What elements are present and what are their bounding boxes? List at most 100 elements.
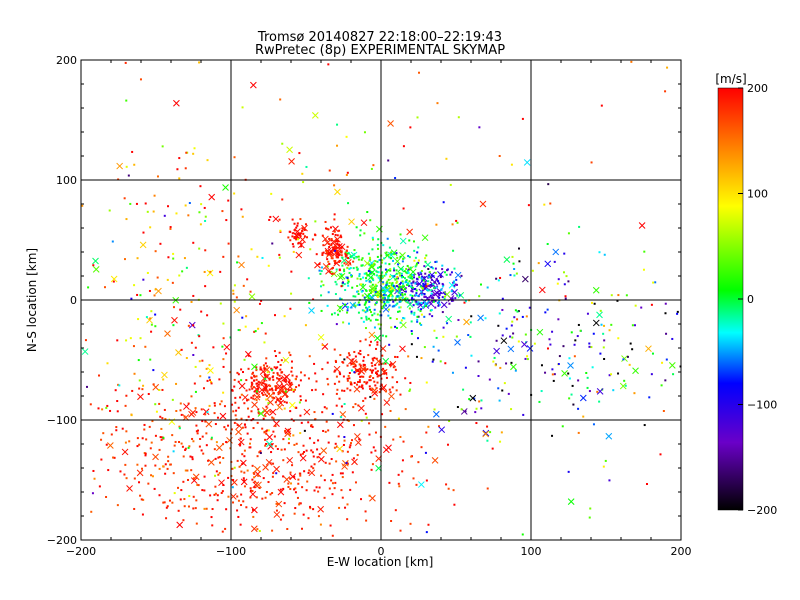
data-point-dot	[366, 368, 369, 371]
data-point-dot	[264, 393, 267, 396]
data-point-dot	[308, 301, 311, 304]
data-point-dot	[184, 447, 187, 450]
data-point-cross	[222, 184, 229, 191]
data-point-dot	[163, 214, 166, 217]
data-point-dot	[299, 218, 302, 221]
data-point-dot	[172, 324, 175, 327]
data-point-dot	[246, 469, 249, 472]
data-point-dot	[239, 444, 242, 447]
data-point-dot	[251, 489, 254, 492]
data-point-dot	[522, 413, 525, 416]
data-point-dot	[455, 219, 458, 222]
data-point-cross	[289, 473, 297, 481]
data-point-dot	[317, 515, 320, 518]
data-point-dot	[544, 371, 547, 374]
data-point-dot	[372, 238, 375, 241]
data-point-cross	[383, 287, 391, 294]
data-point-dot	[294, 237, 297, 240]
data-point-dot	[363, 272, 366, 275]
data-point-dot	[381, 305, 384, 308]
data-point-cross	[311, 112, 319, 119]
data-point-dot	[378, 363, 381, 366]
data-point-dot	[288, 433, 291, 436]
data-point-dot	[295, 386, 298, 389]
data-point-dot	[347, 322, 350, 325]
data-point-dot	[105, 443, 108, 446]
data-point-dot	[379, 278, 382, 281]
data-point-dot	[159, 242, 162, 245]
data-point-dot	[290, 388, 293, 391]
data-point-dot	[427, 289, 430, 292]
data-point-dot	[438, 296, 441, 299]
data-point-cross	[521, 341, 528, 348]
data-point-dot	[269, 493, 272, 496]
data-point-dot	[370, 263, 373, 266]
data-point-dot	[316, 456, 319, 459]
data-point-dot	[368, 289, 371, 292]
data-point-dot	[420, 301, 423, 304]
data-point-cross	[251, 401, 258, 409]
data-point-dot	[355, 266, 358, 269]
data-point-dot	[391, 386, 394, 389]
data-point-dot	[213, 448, 216, 451]
data-point-dot	[526, 355, 529, 358]
data-point-dot	[382, 291, 385, 294]
data-point-dot	[451, 371, 454, 374]
data-point-dot	[336, 253, 339, 256]
data-point-dot	[349, 442, 352, 445]
data-point-dot	[346, 277, 349, 280]
data-point-cross	[126, 485, 133, 492]
data-point-cross	[255, 481, 262, 489]
data-point-dot	[366, 309, 369, 312]
data-point-dot	[423, 265, 426, 268]
data-point-dot	[435, 278, 438, 281]
data-point-dot	[296, 222, 299, 225]
data-point-dot	[115, 426, 118, 429]
data-point-dot	[98, 374, 101, 377]
data-point-dot	[347, 352, 350, 355]
data-point-dot	[216, 499, 219, 502]
data-point-dot	[197, 484, 200, 487]
data-point-dot	[339, 472, 342, 475]
data-point-dot	[335, 375, 338, 378]
data-point-dot	[432, 297, 435, 300]
data-point-dot	[158, 494, 161, 497]
data-point-dot	[212, 346, 215, 349]
data-point-dot	[439, 292, 442, 295]
data-point-dot	[390, 362, 393, 365]
data-point-dot	[389, 290, 392, 293]
data-point-dot	[274, 385, 277, 388]
data-point-dot	[291, 235, 294, 238]
data-point-dot	[171, 501, 174, 504]
data-point-dot	[384, 268, 387, 271]
data-point-dot	[381, 413, 384, 416]
data-point-dot	[430, 292, 433, 295]
data-point-dot	[344, 289, 347, 292]
data-point-dot	[151, 475, 154, 478]
data-point-dot	[287, 381, 290, 384]
data-point-dot	[450, 271, 453, 274]
data-point-dot	[419, 271, 422, 274]
data-point-dot	[213, 404, 216, 407]
data-point-dot	[568, 377, 571, 380]
data-point-dot	[154, 250, 157, 253]
data-point-dot	[345, 135, 348, 138]
data-point-cross	[336, 242, 343, 250]
data-point-dot	[419, 322, 422, 325]
data-point-dot	[341, 476, 344, 479]
data-point-dot	[434, 306, 437, 309]
data-point-dot	[187, 505, 190, 508]
data-point-dot	[464, 410, 467, 413]
data-point-dot	[206, 411, 209, 414]
y-axis-label: N-S location [km]	[25, 248, 39, 352]
data-point-dot	[268, 218, 271, 221]
data-point-dot	[195, 424, 198, 427]
data-point-dot	[409, 277, 412, 280]
data-point-dot	[152, 369, 155, 372]
data-point-dot	[588, 516, 591, 519]
data-point-cross	[605, 432, 613, 440]
data-point-cross	[507, 345, 515, 353]
data-point-dot	[178, 157, 181, 160]
data-point-dot	[379, 374, 382, 377]
data-point-dot	[119, 470, 122, 473]
